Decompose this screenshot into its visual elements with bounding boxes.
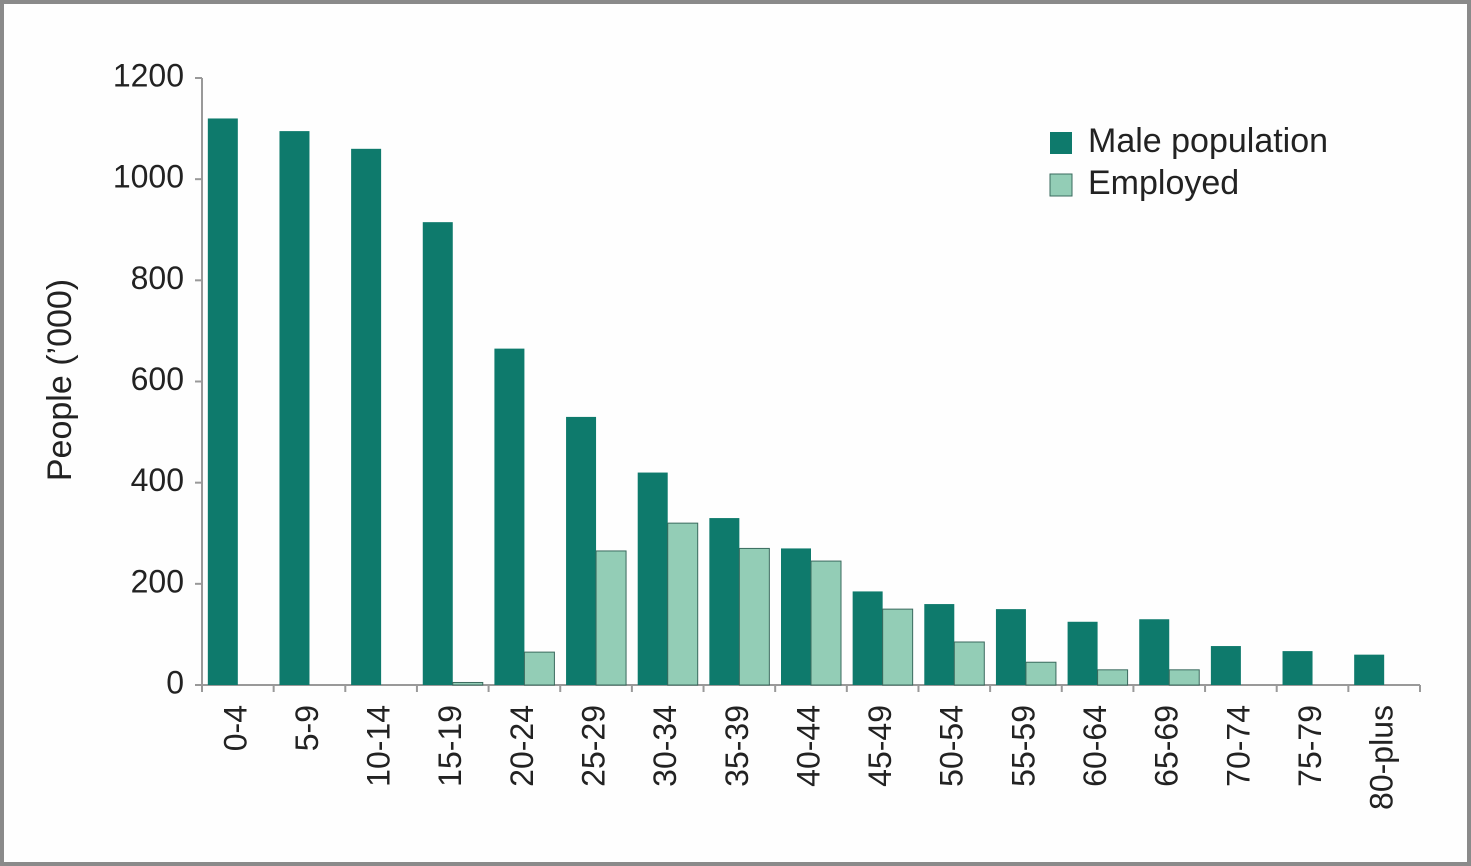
- y-tick-label: 600: [131, 361, 184, 397]
- bar: [810, 560, 842, 686]
- x-tick-label: 30-34: [647, 705, 683, 787]
- x-tick-label: 50-54: [934, 705, 970, 787]
- bar: [852, 591, 883, 685]
- bar: [452, 681, 484, 686]
- bar: [924, 604, 955, 685]
- bar: [1139, 619, 1170, 685]
- bar: [1067, 621, 1098, 685]
- bar: [667, 522, 699, 686]
- y-tick-label: 800: [131, 260, 184, 296]
- y-tick-label: 1000: [113, 159, 184, 195]
- bar: [882, 608, 914, 686]
- x-tick-label: 20-24: [504, 705, 540, 787]
- x-tick-label: 25-29: [576, 705, 612, 787]
- bar: [422, 222, 453, 685]
- bar: [995, 609, 1026, 685]
- y-tick-label: 400: [131, 462, 184, 498]
- x-tick-label: 75-79: [1292, 705, 1328, 787]
- x-tick-label: 40-44: [790, 705, 826, 787]
- legend-label: Employed: [1088, 164, 1239, 202]
- x-tick-label: 55-59: [1005, 705, 1041, 787]
- bar: [1097, 669, 1129, 686]
- bar: [595, 550, 627, 686]
- bar: [1354, 654, 1385, 685]
- x-tick-label: 65-69: [1149, 705, 1185, 787]
- x-tick-label: 60-64: [1077, 705, 1113, 787]
- bar: [709, 518, 740, 685]
- y-tick-label: 0: [166, 664, 184, 700]
- bar: [953, 641, 985, 686]
- bar: [566, 416, 597, 685]
- bar: [1282, 651, 1313, 685]
- bar: [1168, 669, 1200, 686]
- bar: [637, 472, 668, 685]
- bar: [1025, 661, 1057, 686]
- legend-label: Male population: [1088, 122, 1328, 160]
- bar: [738, 547, 770, 686]
- bar: [207, 118, 238, 685]
- x-tick-label: 10-14: [361, 705, 397, 787]
- x-tick-label: 5-9: [289, 705, 325, 751]
- bar: [279, 131, 310, 686]
- x-tick-label: 35-39: [719, 705, 755, 787]
- y-axis-label: People (’000): [41, 279, 79, 481]
- x-tick-label: 0-4: [217, 705, 253, 751]
- x-tick-label: 15-19: [432, 705, 468, 787]
- legend-swatch: [1050, 132, 1072, 154]
- bar: [351, 148, 382, 686]
- legend-swatch: [1049, 173, 1073, 197]
- y-tick-label: 1200: [113, 57, 184, 93]
- x-tick-label: 70-74: [1220, 705, 1256, 787]
- x-tick-label: 45-49: [862, 705, 898, 787]
- bar: [494, 348, 525, 685]
- bar: [781, 548, 811, 685]
- x-tick-label: 80-plus: [1364, 705, 1400, 810]
- bar: [1210, 646, 1241, 685]
- bar: [523, 651, 555, 686]
- y-tick-label: 200: [131, 563, 184, 599]
